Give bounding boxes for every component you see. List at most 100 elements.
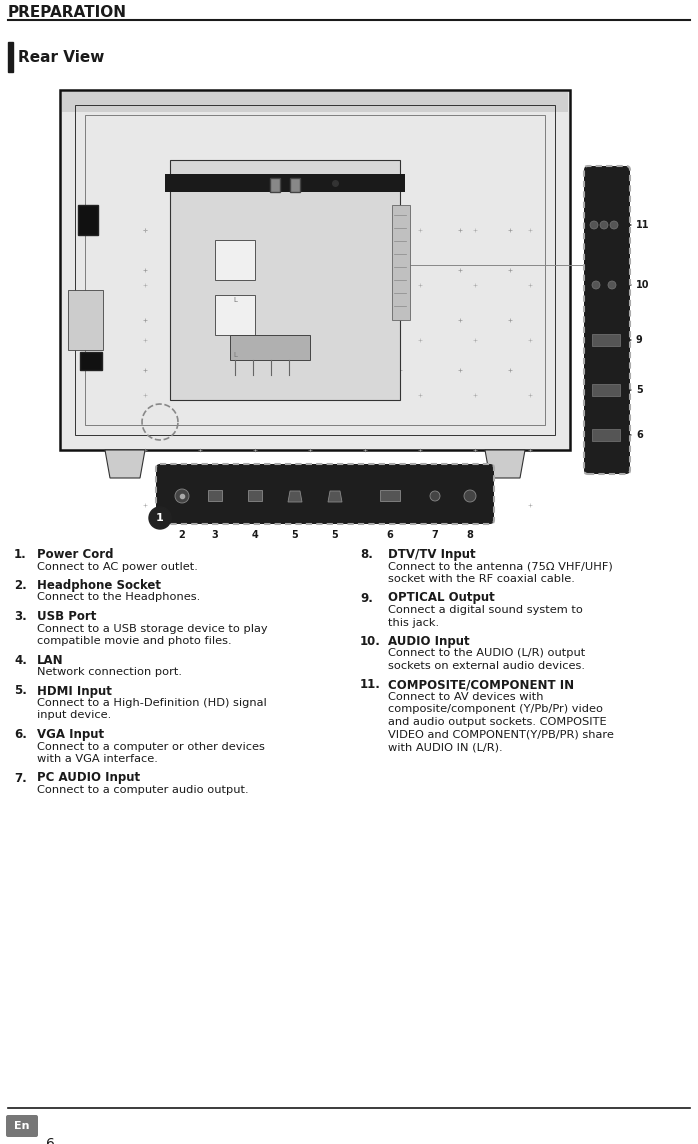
Text: and audio output sockets. COMPOSITE: and audio output sockets. COMPOSITE [388, 717, 607, 726]
Bar [380, 490, 400, 501]
Text: DTV/TV Input: DTV/TV Input [388, 548, 475, 561]
Text: Connect to a High-Definition (HD) signal: Connect to a High-Definition (HD) signal [37, 698, 267, 708]
Bar [170, 160, 400, 400]
Text: L: L [233, 297, 237, 303]
Circle shape [175, 488, 189, 503]
Text: 8.: 8. [360, 548, 373, 561]
Text: En: En [14, 1121, 30, 1131]
Text: with a VGA interface.: with a VGA interface. [37, 754, 158, 764]
Text: 8: 8 [466, 530, 473, 540]
Text: Connect to AC power outlet.: Connect to AC power outlet. [37, 562, 198, 572]
Text: Connect a digital sound system to: Connect a digital sound system to [388, 605, 583, 615]
Bar [270, 178, 280, 192]
Text: 1.: 1. [14, 548, 27, 561]
Text: this jack.: this jack. [388, 618, 439, 628]
Circle shape [149, 507, 171, 529]
Bar [75, 105, 555, 435]
Text: VGA Input: VGA Input [37, 728, 104, 741]
Text: sockets on external audio devices.: sockets on external audio devices. [388, 661, 585, 672]
Bar [592, 429, 620, 440]
Bar [230, 335, 310, 360]
Text: 5: 5 [332, 530, 339, 540]
Circle shape [600, 221, 608, 229]
Bar [248, 490, 262, 501]
Circle shape [608, 281, 616, 289]
Text: 6: 6 [387, 530, 394, 540]
Text: HDMI Input: HDMI Input [37, 684, 112, 698]
Text: PC AUDIO Input: PC AUDIO Input [37, 771, 140, 785]
Text: 4.: 4. [14, 653, 27, 667]
Text: 3: 3 [211, 530, 218, 540]
Bar [68, 289, 103, 350]
Bar [60, 90, 570, 450]
Circle shape [590, 221, 598, 229]
Bar [8, 42, 13, 72]
Text: 5.: 5. [14, 684, 27, 698]
Circle shape [464, 490, 476, 502]
Bar [80, 352, 102, 370]
Text: 1: 1 [156, 513, 164, 523]
Text: 11: 11 [636, 220, 650, 230]
Bar [78, 205, 98, 235]
FancyBboxPatch shape [6, 1115, 38, 1137]
Text: 7: 7 [431, 530, 438, 540]
Circle shape [592, 281, 600, 289]
Text: 7.: 7. [14, 771, 27, 785]
Text: 6: 6 [46, 1137, 55, 1144]
Bar [165, 174, 405, 192]
Text: 3.: 3. [14, 610, 27, 623]
Bar [215, 240, 255, 280]
Text: Network connection port.: Network connection port. [37, 667, 182, 677]
Text: Connect to the Headphones.: Connect to the Headphones. [37, 593, 200, 603]
Bar [85, 116, 545, 426]
FancyBboxPatch shape [156, 464, 494, 524]
Text: 9.: 9. [360, 591, 373, 604]
Text: L: L [233, 352, 237, 358]
Text: with AUDIO IN (L/R).: with AUDIO IN (L/R). [388, 742, 503, 752]
Bar [62, 92, 568, 112]
Text: 2: 2 [179, 530, 186, 540]
Bar [215, 295, 255, 335]
Polygon shape [328, 491, 342, 502]
Text: 2.: 2. [14, 579, 27, 591]
Bar [592, 384, 620, 396]
Text: 6.: 6. [14, 728, 27, 741]
Text: compatible movie and photo files.: compatible movie and photo files. [37, 636, 232, 646]
Text: AUDIO Input: AUDIO Input [388, 635, 470, 648]
Text: Connect to a computer or other devices: Connect to a computer or other devices [37, 741, 265, 752]
Text: 10: 10 [636, 280, 650, 289]
Text: COMPOSITE/COMPONENT IN: COMPOSITE/COMPONENT IN [388, 678, 574, 691]
Bar [392, 205, 410, 320]
Polygon shape [105, 450, 145, 478]
Text: 5: 5 [292, 530, 298, 540]
Text: LAN: LAN [37, 653, 64, 667]
Text: OPTICAL Output: OPTICAL Output [388, 591, 495, 604]
Text: VIDEO and COMPONENT(Y/PB/PR) share: VIDEO and COMPONENT(Y/PB/PR) share [388, 730, 614, 739]
Text: 4: 4 [251, 530, 258, 540]
Text: Rear View: Rear View [18, 50, 105, 65]
Circle shape [430, 491, 440, 501]
Circle shape [610, 221, 618, 229]
Polygon shape [288, 491, 302, 502]
Text: Connect to the AUDIO (L/R) output: Connect to the AUDIO (L/R) output [388, 649, 585, 659]
Text: Connect to AV devices with: Connect to AV devices with [388, 692, 544, 702]
Text: Connect to a USB storage device to play: Connect to a USB storage device to play [37, 623, 267, 634]
Polygon shape [485, 450, 525, 478]
Text: 6: 6 [636, 430, 643, 440]
Text: Power Cord: Power Cord [37, 548, 114, 561]
Text: 10.: 10. [360, 635, 381, 648]
Text: 11.: 11. [360, 678, 381, 691]
Bar [208, 490, 222, 501]
Text: USB Port: USB Port [37, 610, 96, 623]
Bar [290, 178, 300, 192]
Text: Connect to a computer audio output.: Connect to a computer audio output. [37, 785, 248, 795]
Text: 5: 5 [636, 386, 643, 395]
Text: 9: 9 [636, 335, 643, 345]
Text: socket with the RF coaxial cable.: socket with the RF coaxial cable. [388, 574, 575, 583]
Text: composite/component (Y/Pb/Pr) video: composite/component (Y/Pb/Pr) video [388, 705, 603, 715]
Text: Headphone Socket: Headphone Socket [37, 579, 161, 591]
Bar [592, 334, 620, 345]
Text: PREPARATION: PREPARATION [8, 5, 127, 19]
Text: input device.: input device. [37, 710, 111, 721]
Text: Connect to the antenna (75Ω VHF/UHF): Connect to the antenna (75Ω VHF/UHF) [388, 562, 613, 572]
